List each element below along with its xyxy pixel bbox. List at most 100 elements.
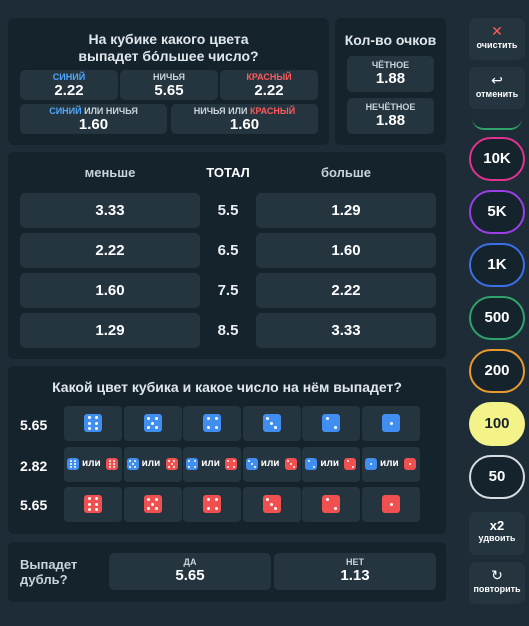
color-question-panel: На кубике какого цвета выпадет бо́льшее … <box>8 18 329 145</box>
double-bet-label: удвоить <box>478 533 516 543</box>
red-die-3-icon <box>262 495 281 513</box>
bet-blue[interactable]: синий 2.22 <box>20 70 118 100</box>
chip-10k[interactable]: 10K <box>469 137 525 181</box>
clear-button[interactable]: ✕ очистить <box>469 18 525 60</box>
bet-either-die-1[interactable]: или <box>362 447 420 482</box>
bet-red-label: красный <box>246 72 292 82</box>
chip-200[interactable]: 200 <box>469 349 525 393</box>
bet-either-die-2[interactable]: или <box>302 447 361 482</box>
total-line-value: 5.5 <box>217 202 239 219</box>
bet-blue-or-draw[interactable]: синий или ничья 1.60 <box>20 104 167 134</box>
bet-even-label: чётное <box>371 60 410 70</box>
total-line-value: 6.5 <box>217 242 239 259</box>
bet-draw-or-red[interactable]: ничья или красный 1.60 <box>171 104 318 134</box>
bet-even-odds: 1.88 <box>375 70 406 87</box>
red-die-6-icon <box>84 495 102 513</box>
bet-red-odds: 2.22 <box>254 82 284 99</box>
bet-total-more[interactable]: 2.22 <box>256 273 436 308</box>
bet-total-less-odds: 1.60 <box>95 282 125 299</box>
total-panel: меньше ТОТАЛ больше 3.33 5.5 1.29 2.22 6.5 1.… <box>8 152 446 359</box>
bet-total-less-odds: 3.33 <box>95 202 125 219</box>
repeat-icon: ↻ <box>491 567 503 583</box>
chip-500[interactable]: 500 <box>469 296 525 340</box>
bet-total-more-odds: 2.22 <box>331 282 361 299</box>
bet-either-die-6[interactable]: или <box>64 447 122 482</box>
bet-total-less[interactable]: 1.29 <box>20 313 200 348</box>
blue-die-5-icon <box>143 414 162 432</box>
bet-double-yes-odds: 5.65 <box>175 567 205 584</box>
color-question-title: На кубике какого цвета выпадет бо́льшее … <box>78 31 259 64</box>
bet-total-more-odds: 3.33 <box>331 322 361 339</box>
bet-total-more[interactable]: 3.33 <box>256 313 436 348</box>
bet-red-die-3[interactable] <box>242 487 301 522</box>
or-word: или <box>320 458 340 469</box>
bet-double-no[interactable]: нет 1.13 <box>274 553 436 590</box>
red-die-2-icon <box>344 458 357 470</box>
bet-draw-label: ничья <box>153 72 185 82</box>
chip-50[interactable]: 50 <box>469 455 525 499</box>
chip-1k[interactable]: 1K <box>469 243 525 287</box>
bet-blue-die-5[interactable] <box>123 406 182 441</box>
bet-red-die-2[interactable] <box>302 487 361 522</box>
bet-blue-die-4[interactable] <box>183 406 242 441</box>
red-word: красный <box>249 106 296 116</box>
bet-blue-die-3[interactable] <box>242 406 301 441</box>
bet-blue-die-1[interactable] <box>362 406 420 441</box>
bet-draw[interactable]: ничья 5.65 <box>120 70 218 100</box>
bet-red-die-5[interactable] <box>123 487 182 522</box>
bet-total-less[interactable]: 2.22 <box>20 233 200 268</box>
bet-either-die-3[interactable]: или <box>242 447 301 482</box>
bet-double-yes-label: да <box>183 557 197 567</box>
double-title-line2: дубль? <box>20 572 68 587</box>
bet-total-less-odds: 1.29 <box>95 322 125 339</box>
bet-blue-die-2[interactable] <box>302 406 361 441</box>
blue-die-5-icon <box>126 458 139 470</box>
dice-question-panel: Какой цвет кубика и какое число на нём в… <box>8 366 446 534</box>
bet-red-die-1[interactable] <box>362 487 420 522</box>
bet-odd[interactable]: нечётное 1.88 <box>347 98 434 134</box>
points-title: Кол-во очков <box>344 32 437 48</box>
blue-die-4-icon <box>186 458 199 470</box>
or-word: или <box>228 106 248 116</box>
double-panel: Выпадет дубль? да 5.65 нет 1.13 <box>8 542 446 602</box>
blue-die-6-icon <box>84 414 102 432</box>
bet-total-more[interactable]: 1.60 <box>256 233 436 268</box>
bet-blue-label: синий <box>52 72 86 82</box>
bet-red[interactable]: красный 2.22 <box>220 70 318 100</box>
red-die-5-icon <box>165 458 178 470</box>
bet-either-die-4[interactable]: или <box>183 447 242 482</box>
bet-total-less[interactable]: 1.60 <box>20 273 200 308</box>
clear-label: очистить <box>476 40 518 50</box>
bet-odd-label: нечётное <box>365 102 416 112</box>
total-line-value: 7.5 <box>217 282 239 299</box>
undo-button[interactable]: ↩ отменить <box>469 67 525 109</box>
double-title-line1: Выпадет <box>20 557 78 572</box>
bet-red-die-4[interactable] <box>183 487 242 522</box>
blue-word: синий <box>49 106 82 116</box>
bet-total-less-odds: 2.22 <box>95 242 125 259</box>
repeat-button[interactable]: ↻ повторить <box>469 562 525 604</box>
blue-die-4-icon <box>203 414 222 432</box>
either-color-odds: 2.82 <box>20 458 48 474</box>
blue-die-6-icon <box>67 458 79 470</box>
chip-100[interactable]: 100 <box>469 402 525 446</box>
bet-total-more[interactable]: 1.29 <box>256 193 436 228</box>
red-die-6-icon <box>106 458 118 470</box>
points-panel: Кол-во очков чётное 1.88 нечётное 1.88 <box>335 18 446 145</box>
undo-label: отменить <box>475 89 519 99</box>
bet-red-die-6[interactable] <box>64 487 122 522</box>
or-word: или <box>82 458 101 469</box>
chip-5k[interactable]: 5K <box>469 190 525 234</box>
bet-blue-or-draw-label: синий или ничья <box>20 106 167 116</box>
or-word: или <box>260 458 280 469</box>
red-number-odds: 5.65 <box>20 497 48 513</box>
bet-either-die-5[interactable]: или <box>123 447 182 482</box>
double-bet-button[interactable]: x2 удвоить <box>469 512 525 555</box>
bet-double-no-label: нет <box>346 557 364 567</box>
or-word: или <box>201 458 220 469</box>
red-die-2-icon <box>322 495 341 513</box>
bet-double-yes[interactable]: да 5.65 <box>109 553 271 590</box>
bet-total-less[interactable]: 3.33 <box>20 193 200 228</box>
bet-blue-die-6[interactable] <box>64 406 122 441</box>
bet-even[interactable]: чётное 1.88 <box>347 56 434 92</box>
